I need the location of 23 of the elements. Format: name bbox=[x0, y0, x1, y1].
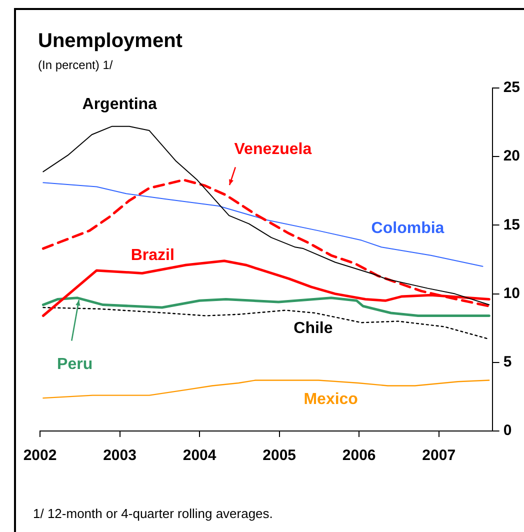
text: 1/ 12-month or 4-quarter rolling averages. bbox=[33, 506, 273, 522]
text: Venezuela bbox=[234, 140, 312, 158]
line-series bbox=[42, 306, 490, 340]
x-tick-label: 2002 bbox=[23, 447, 57, 464]
y-tick-label: 5 bbox=[503, 354, 512, 371]
x-tick-label: 2003 bbox=[103, 447, 136, 464]
x-tick-label: 2007 bbox=[422, 447, 456, 464]
x-tick-label: 2006 bbox=[342, 447, 376, 464]
x-tick-label: 2004 bbox=[182, 447, 217, 464]
series-label: Argentina bbox=[82, 96, 158, 114]
y-tick-label: 15 bbox=[503, 216, 520, 234]
series-label: Mexico bbox=[304, 390, 358, 408]
series-label: Brazil bbox=[130, 246, 174, 264]
series-label: Chile bbox=[294, 320, 333, 338]
chart-subtitle: (In percent) 1/ bbox=[38, 58, 113, 72]
y-tick-label: 10 bbox=[503, 284, 520, 302]
y-tick-label: 25 bbox=[503, 79, 520, 96]
text: Peru bbox=[57, 356, 93, 373]
series-label: Colombia bbox=[371, 220, 444, 238]
x-tick-label: 2005 bbox=[262, 447, 296, 464]
y-tick-label: 0 bbox=[503, 422, 512, 440]
chart-title: Unemployment bbox=[38, 30, 182, 53]
y-tick-label: 20 bbox=[503, 148, 520, 165]
